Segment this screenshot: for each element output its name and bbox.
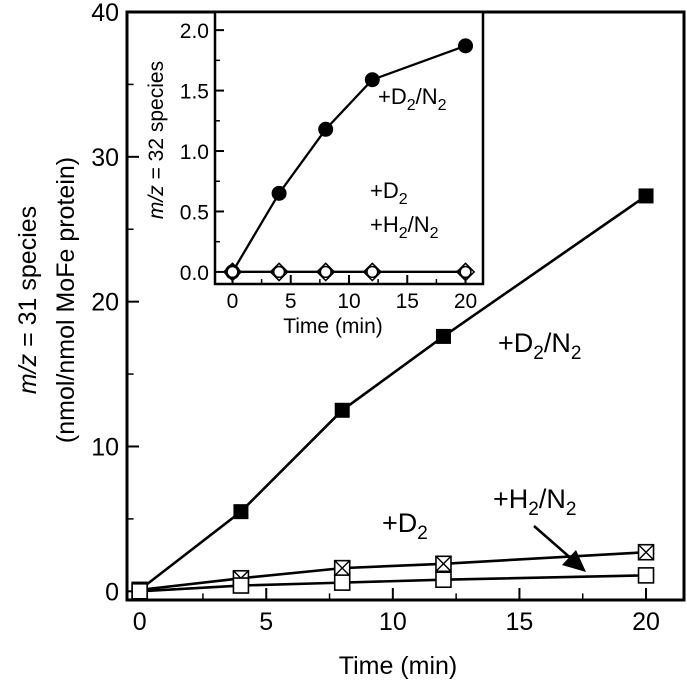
point-d2-n2-1 — [271, 185, 287, 201]
x-tick-label: 5 — [259, 608, 273, 636]
y-tick-label: 2.0 — [180, 20, 209, 43]
point-d2-n2-3 — [435, 328, 451, 344]
main-y-axis-label-italic: m/z — [14, 353, 42, 394]
inset-y-axis-label-rest: = 32 species — [145, 61, 168, 185]
point-h2-n2-2 — [333, 574, 351, 591]
main-ticks: 0 5 10 15 20 0 10 20 30 40 — [91, 0, 660, 636]
x-tick-label: 15 — [506, 608, 534, 636]
point-d2-4 — [455, 262, 476, 282]
inset-ticks: 0 5 10 15 20 0.0 0.5 1.0 1.5 2.0 — [180, 20, 477, 313]
point-h2-n2-4 — [459, 265, 472, 279]
point-d2-n2-4 — [638, 188, 654, 204]
point-d2-n2-1 — [233, 504, 249, 520]
point-h2-n2-1 — [272, 265, 286, 279]
main-y-axis-label-line1: m/z = 31 species — [14, 206, 42, 394]
x-tick-label: 10 — [379, 608, 407, 636]
point-d2-n2-2 — [334, 402, 350, 418]
main-x-axis-label: Time (min) — [339, 652, 458, 680]
x-tick-label: 5 — [285, 290, 297, 313]
point-h2-n2-2 — [319, 265, 332, 279]
main-markers — [131, 188, 655, 600]
point-d2-2 — [316, 262, 336, 282]
x-tick-label: 0 — [133, 608, 147, 636]
main-y-axis-label-line2: (nmol/nmol MoFe protein) — [52, 157, 80, 443]
point-h2-n2-0 — [131, 583, 148, 600]
main-annotation-d2: +D2 — [382, 508, 428, 544]
main-annotation-d2-n2: +D2/N2 — [498, 328, 581, 364]
inset-annotation-d2: +D2 — [370, 178, 408, 208]
y-tick-label: 0.0 — [180, 262, 209, 285]
point-d2-2 — [333, 559, 351, 577]
point-d2-1 — [269, 262, 289, 282]
y-tick-label: 1.5 — [180, 81, 209, 104]
y-tick-label: 0.5 — [180, 201, 209, 224]
point-d2-0 — [222, 262, 243, 282]
point-d2-3 — [362, 262, 382, 282]
x-tick-label: 20 — [632, 608, 660, 636]
y-tick-label: 10 — [91, 433, 119, 461]
inset-annotation-h2-n2: +H2/N2 — [370, 212, 439, 242]
x-tick-label: 10 — [337, 290, 360, 313]
point-d2-n2-2 — [318, 121, 334, 137]
main-y-axis-label-rest: = 31 species — [14, 206, 42, 354]
y-tick-label: 1.0 — [180, 141, 209, 164]
y-tick-label: 20 — [91, 289, 119, 317]
point-d2-n2-4 — [458, 38, 474, 54]
inset-markers — [222, 38, 476, 282]
inset-background — [215, 12, 483, 284]
point-h2-n2-3 — [435, 571, 452, 589]
inset-y-axis-label-italic: m/z — [145, 185, 168, 219]
point-d2-4 — [637, 543, 655, 561]
point-h2-n2-3 — [366, 265, 379, 279]
x-tick-label: 15 — [396, 290, 419, 313]
x-tick-label: 0 — [227, 290, 239, 313]
point-h2-n2-0 — [226, 265, 239, 279]
main-annotation-h2-n2: +H2/N2 — [493, 484, 576, 520]
x-tick-label: 20 — [454, 290, 477, 313]
y-tick-label: 30 — [91, 144, 119, 172]
point-h2-n2-1 — [232, 577, 250, 594]
inset-x-axis-label: Time (min) — [283, 315, 383, 338]
inset-annotation-d2-n2: +D2/N2 — [378, 84, 447, 114]
inset-y-axis-label: m/z = 32 species — [145, 61, 168, 219]
point-h2-n2-4 — [637, 567, 655, 584]
point-d2-n2-3 — [364, 72, 380, 88]
y-tick-label: 0 — [105, 578, 119, 606]
y-tick-label: 40 — [91, 0, 119, 27]
arrow-annotation — [533, 525, 586, 572]
point-d2-3 — [435, 555, 452, 573]
